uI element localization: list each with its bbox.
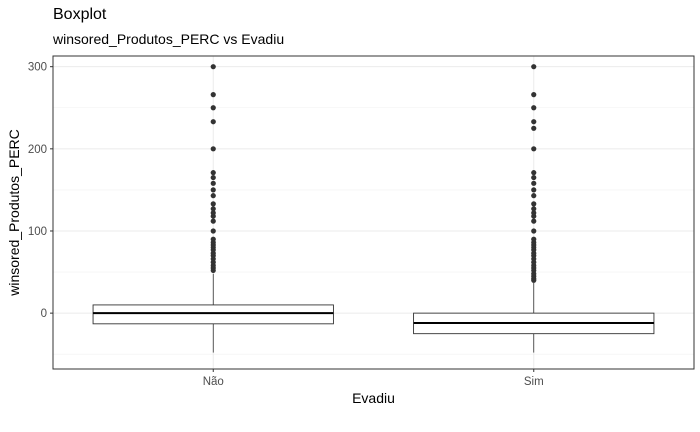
plot-panel-border [52, 55, 695, 370]
outlier-point [531, 119, 537, 125]
y-axis-title: winsored_Produtos_PERC [6, 129, 22, 297]
outlier-point [210, 105, 216, 111]
outlier-point [531, 170, 537, 176]
outlier-point [531, 193, 537, 199]
outlier-point [531, 187, 537, 193]
outlier-point [210, 64, 216, 70]
box-iqr [92, 304, 334, 325]
outlier-point [531, 236, 537, 242]
outlier-point [531, 210, 537, 216]
outlier-point [531, 125, 537, 131]
outlier-point [210, 218, 216, 224]
outlier-point [210, 187, 216, 193]
x-tick-label: Sim [524, 376, 544, 388]
y-tick-label: 100 [28, 226, 47, 238]
outlier-point [531, 201, 537, 207]
outlier-point [210, 119, 216, 125]
outlier-point [210, 201, 216, 207]
outlier-point [210, 174, 216, 181]
x-axis-title: Evadiu [352, 390, 395, 406]
outlier-point [210, 236, 216, 242]
outlier-point [531, 228, 537, 234]
outlier-point [531, 180, 537, 186]
outlier-point [210, 210, 216, 216]
outlier-point [210, 170, 216, 176]
outlier-point [531, 105, 537, 111]
y-tick-label: 0 [41, 308, 47, 320]
chart-title: Boxplot [53, 6, 107, 23]
outlier-point [531, 174, 537, 181]
outlier-point [531, 92, 537, 98]
y-tick-label: 300 [28, 62, 47, 74]
outlier-point [531, 64, 537, 70]
outlier-point [210, 92, 216, 98]
outlier-point [210, 228, 216, 234]
outlier-point [531, 206, 537, 212]
x-tick-label: Não [203, 376, 224, 388]
outlier-point [210, 180, 216, 186]
y-tick-label: 200 [28, 144, 47, 156]
outlier-point [531, 146, 537, 152]
chart-subtitle: winsored_Produtos_PERC vs Evadiu [53, 31, 285, 47]
outlier-point [210, 206, 216, 212]
outlier-point [210, 193, 216, 199]
outlier-point [531, 218, 537, 224]
outlier-point [210, 146, 216, 152]
